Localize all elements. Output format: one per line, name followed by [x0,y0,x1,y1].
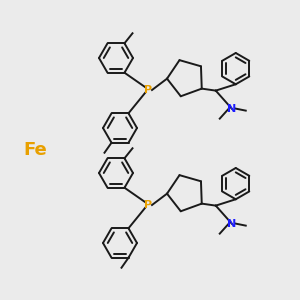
Text: N: N [227,103,236,114]
Text: P: P [144,85,152,95]
Text: N: N [227,219,236,229]
Text: P: P [144,200,152,210]
Text: Fe: Fe [23,141,47,159]
